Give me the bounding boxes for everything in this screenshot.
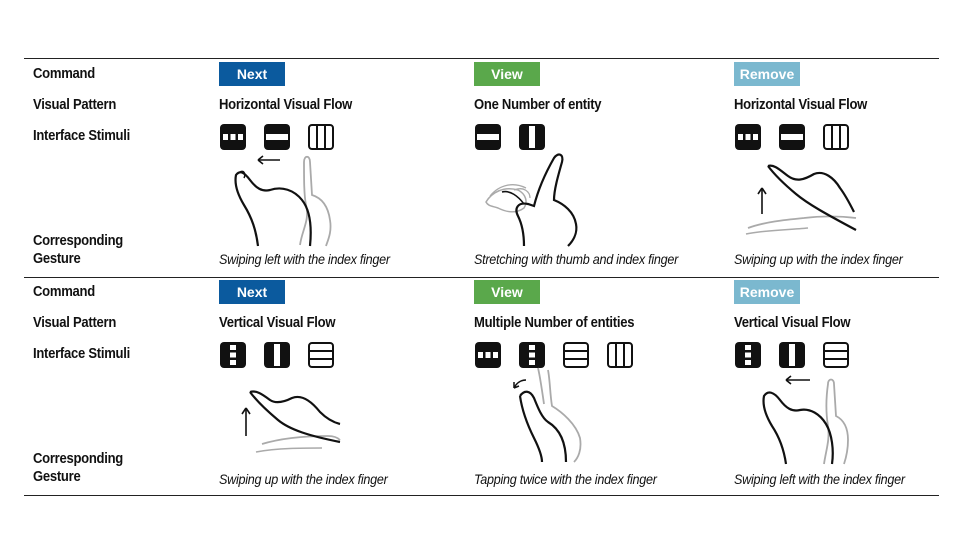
gesture-caption: Swiping up with the index finger	[734, 251, 903, 267]
visual-pattern-value: Vertical Visual Flow	[219, 315, 336, 331]
command-badge-remove: Remove	[734, 62, 800, 86]
gesture-caption: Swiping left with the index finger	[734, 471, 905, 487]
corresponding-label: Corresponding	[33, 451, 124, 467]
command-label: Command	[33, 284, 95, 300]
gesture-label: Gesture	[33, 469, 81, 485]
interface-stimuli-label: Interface Stimuli	[33, 128, 130, 144]
vertical-bar-icon	[264, 342, 290, 368]
command-badge-remove: Remove	[734, 280, 800, 304]
horizontal-bar-icon	[779, 124, 805, 150]
vertical-bar-icon	[519, 124, 545, 150]
visual-pattern-label: Visual Pattern	[33, 315, 117, 331]
visual-pattern-label: Visual Pattern	[33, 97, 117, 113]
vertical-split-icon	[735, 342, 761, 368]
vertical-columns-icon	[308, 124, 334, 150]
top-rule	[24, 58, 939, 59]
bottom-rule	[24, 495, 939, 496]
visual-pattern-value: Horizontal Visual Flow	[219, 97, 353, 113]
gesture-caption: Swiping up with the index finger	[219, 471, 388, 487]
command-label: Command	[33, 66, 95, 82]
middle-rule	[24, 277, 939, 278]
vertical-split-icon	[220, 342, 246, 368]
horizontal-bar-icon	[475, 124, 501, 150]
horizontal-rows-icon	[308, 342, 334, 368]
interface-stimuli-label: Interface Stimuli	[33, 346, 130, 362]
double-tap-gesture-illustration	[513, 367, 582, 463]
gesture-caption: Swiping left with the index finger	[219, 251, 390, 267]
visual-pattern-value: Horizontal Visual Flow	[734, 97, 868, 113]
vertical-columns-icon	[607, 342, 633, 368]
horizontal-split-icon	[735, 124, 761, 150]
command-badge-view: View	[474, 280, 540, 304]
horizontal-split-icon	[220, 124, 246, 150]
stretch-gesture-illustration	[485, 153, 578, 247]
swipe-left-gesture-illustration	[762, 375, 849, 465]
visual-pattern-value: Vertical Visual Flow	[734, 315, 851, 331]
gesture-label: Gesture	[33, 251, 81, 267]
swipe-up-gesture-illustration	[241, 390, 341, 453]
command-badge-next: Next	[219, 280, 285, 304]
command-badge-next: Next	[219, 62, 285, 86]
gesture-caption: Tapping twice with the index finger	[474, 471, 657, 487]
vertical-split-icon	[519, 342, 545, 368]
swipe-left-gesture-illustration	[234, 155, 332, 247]
visual-pattern-value: Multiple Number of entities	[474, 315, 635, 331]
horizontal-rows-icon	[563, 342, 589, 368]
visual-pattern-value: One Number of entity	[474, 97, 602, 113]
vertical-columns-icon	[823, 124, 849, 150]
horizontal-split-icon	[475, 342, 501, 368]
horizontal-rows-icon	[823, 342, 849, 368]
horizontal-bar-icon	[264, 124, 290, 150]
swipe-up-gesture-illustration	[745, 164, 857, 235]
command-badge-view: View	[474, 62, 540, 86]
vertical-bar-icon	[779, 342, 805, 368]
corresponding-label: Corresponding	[33, 233, 124, 249]
gesture-caption: Stretching with thumb and index finger	[474, 251, 679, 267]
